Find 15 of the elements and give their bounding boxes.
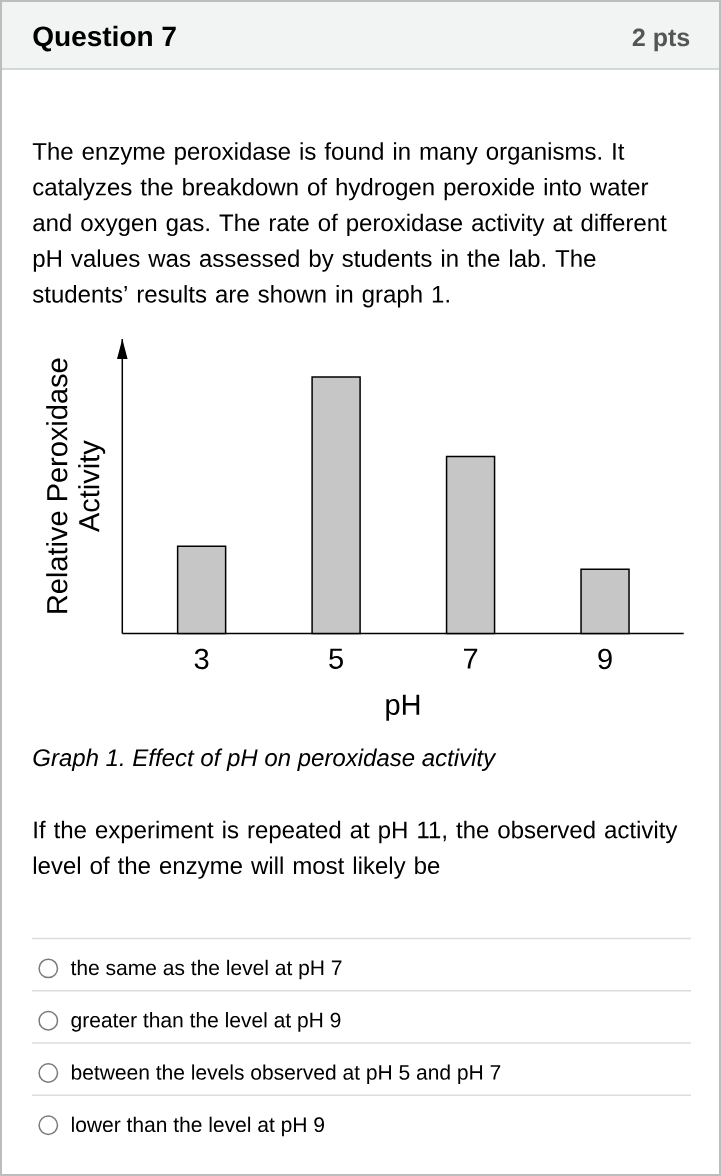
text: greater than the level at pH 9 xyxy=(71,1012,341,1032)
text: Question 7 xyxy=(33,25,176,52)
x-tick-label: 7 xyxy=(463,648,478,669)
text: 2 pts xyxy=(632,28,690,52)
text: between the levels observed at pH 5 and pH 7 xyxy=(71,1064,501,1084)
text: If the experiment is repeated at pH 11, the observed activity level of the enzyme will most likely be xyxy=(33,820,678,879)
text: lower than the level at pH 9 xyxy=(71,1116,324,1137)
text: Graph 1. Effect of pH on peroxidase activity xyxy=(33,748,497,771)
y-axis-title: Relative Peroxidase Activity xyxy=(46,358,106,613)
x-tick-label: 9 xyxy=(598,648,612,670)
text: the same as the level at pH 7 xyxy=(70,959,342,980)
x-axis-title: pH xyxy=(386,694,420,721)
x-tick-label: 5 xyxy=(329,648,343,669)
text: The enzyme peroxidase is found in many organisms. It catalyzes the breakdown of hydrogen peroxide into water and oxygen gas. The rate of peroxidase activity at different pH values was assessed by students in the lab. The students’ results are shown in graph 1. xyxy=(32,142,667,308)
x-tick-label: 3 xyxy=(194,648,209,670)
